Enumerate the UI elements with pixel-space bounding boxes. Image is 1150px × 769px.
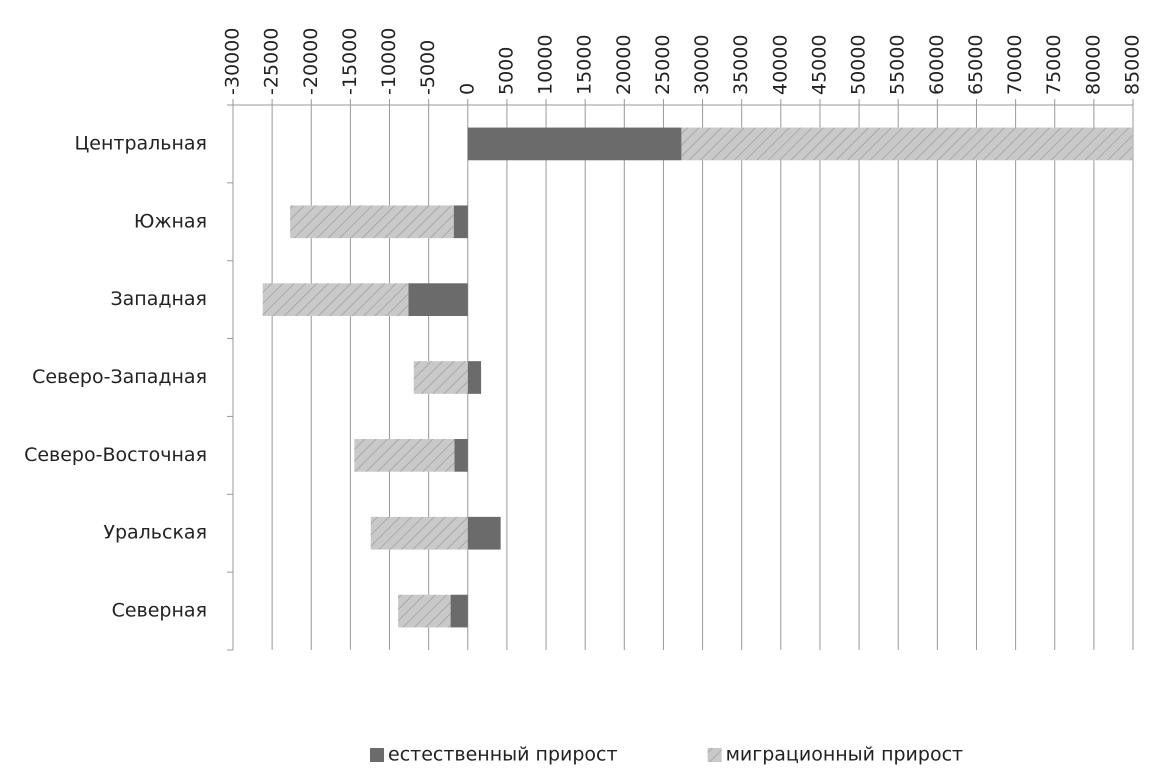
- x-tick-label: 85000: [1122, 35, 1144, 95]
- legend-label: миграционный прирост: [726, 744, 964, 766]
- x-tick-label: 40000: [769, 35, 791, 95]
- bar: [681, 127, 1133, 161]
- y-tick-label: Южная: [134, 210, 207, 232]
- x-tick-label: -10000: [378, 28, 400, 95]
- x-tick-label: -5000: [417, 40, 439, 95]
- x-tick-label: 65000: [965, 35, 987, 95]
- x-tick-label: -15000: [339, 28, 361, 95]
- bar: [453, 205, 468, 239]
- bar: [354, 439, 455, 472]
- x-tick-label: 20000: [613, 35, 635, 95]
- x-tick-label: -20000: [300, 28, 322, 95]
- x-tick-label: 70000: [1004, 35, 1026, 95]
- y-tick-label: Северо-Западная: [32, 366, 207, 388]
- x-tick-label: 80000: [1082, 35, 1104, 95]
- y-tick-label: Западная: [110, 288, 207, 310]
- x-tick-label: 25000: [652, 35, 674, 95]
- y-tick-label: Северная: [112, 600, 207, 622]
- bar: [413, 361, 468, 394]
- legend-swatch: [370, 748, 384, 762]
- bar: [450, 594, 468, 628]
- x-tick-label: 5000: [495, 47, 517, 95]
- bar: [408, 283, 468, 316]
- x-tick-label: 35000: [730, 35, 752, 95]
- x-tick-label: 60000: [926, 35, 948, 95]
- bar: [398, 594, 451, 628]
- bar: [262, 283, 409, 316]
- bar: [467, 516, 501, 550]
- y-tick-label: Центральная: [75, 132, 207, 154]
- x-tick-label: 75000: [1043, 35, 1065, 95]
- bar: [370, 516, 468, 550]
- bar: [454, 439, 468, 472]
- legend-swatch: [707, 748, 722, 762]
- x-tick-label: -30000: [222, 28, 244, 95]
- x-tick-label: 50000: [848, 35, 870, 95]
- legend-label: естественный прирост: [388, 744, 618, 766]
- y-tick-label: Северо-Восточная: [24, 444, 207, 466]
- x-tick-label: 30000: [691, 35, 713, 95]
- x-tick-label: 45000: [808, 35, 830, 95]
- bar: [290, 205, 454, 239]
- y-tick-label: Уральская: [103, 522, 207, 544]
- x-tick-label: -25000: [261, 28, 283, 95]
- bar: [467, 127, 682, 161]
- x-tick-label: 0: [456, 83, 478, 95]
- x-tick-label: 10000: [535, 35, 557, 95]
- x-tick-label: 15000: [574, 35, 596, 95]
- bar: [467, 361, 482, 394]
- x-tick-label: 55000: [887, 35, 909, 95]
